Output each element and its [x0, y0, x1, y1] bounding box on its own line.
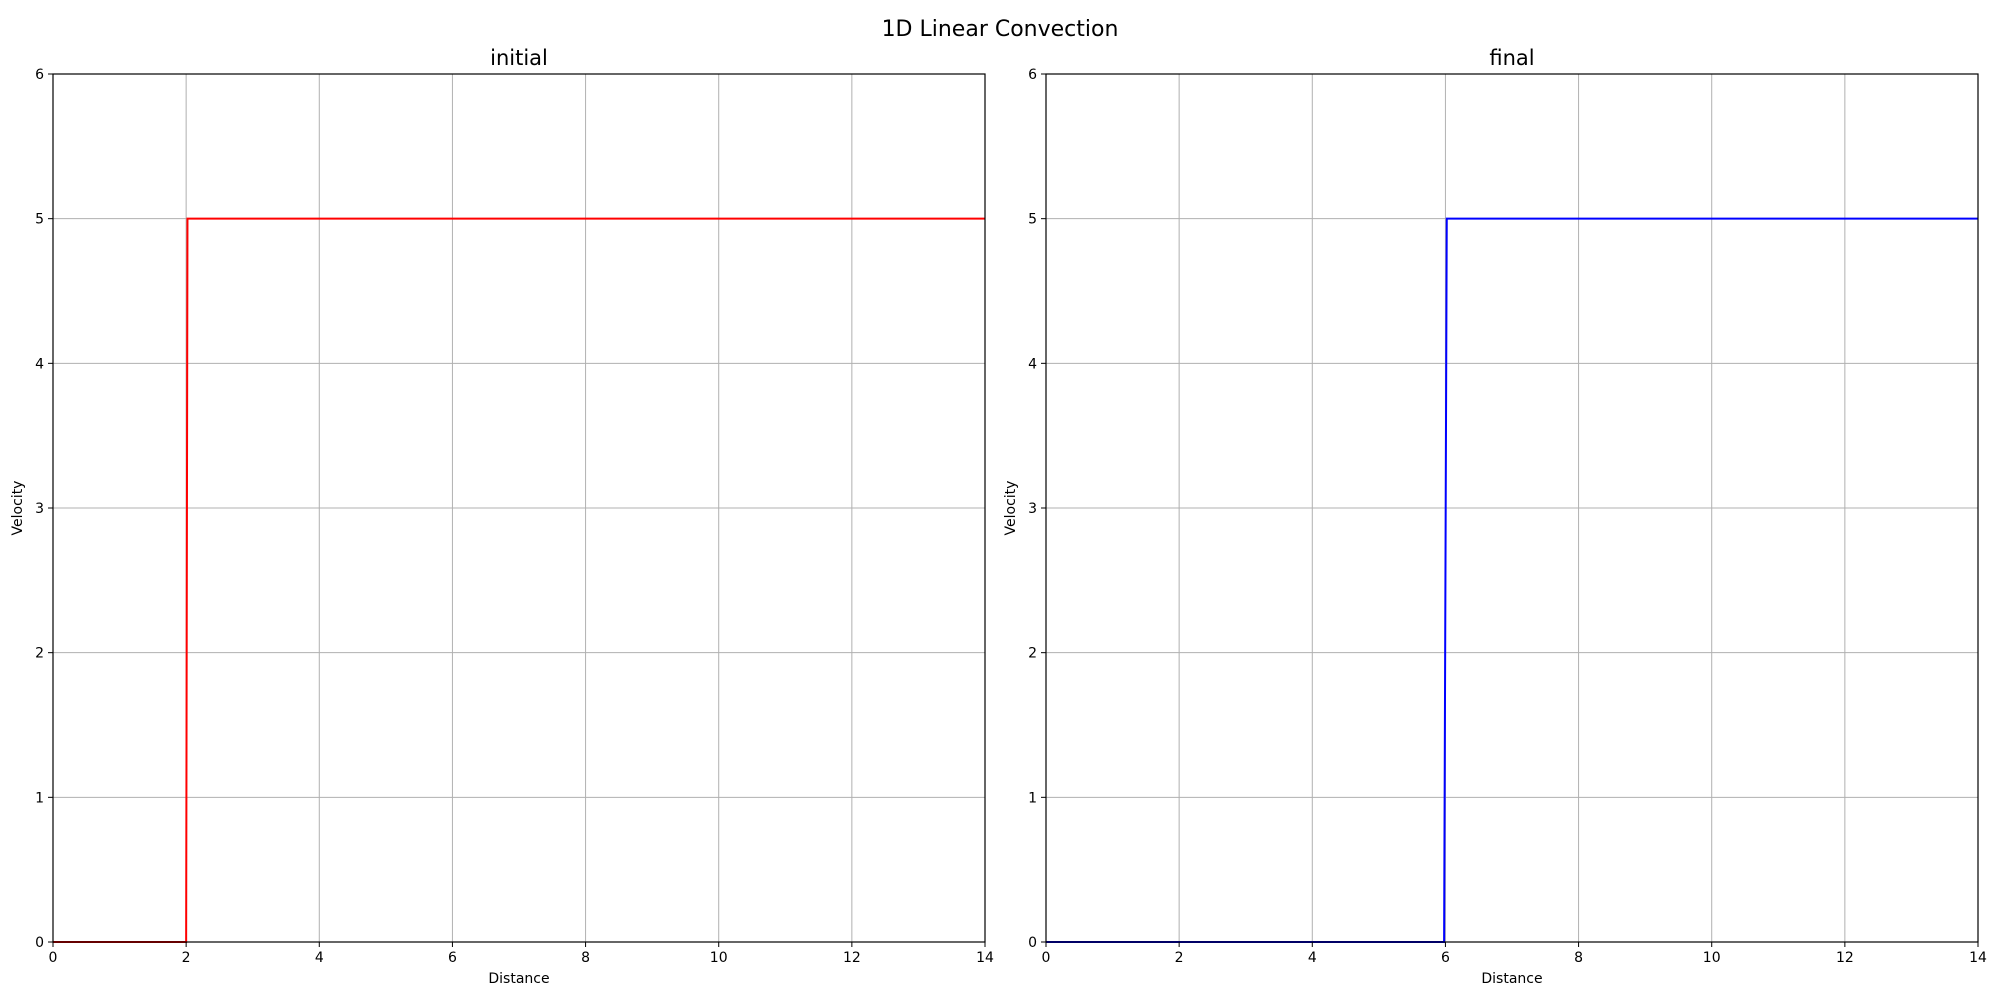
- final-title: final: [1489, 46, 1534, 70]
- final-xtick-label: 2: [1175, 950, 1184, 966]
- initial-xtick-label: 10: [710, 950, 728, 966]
- final-xtick-label: 0: [1042, 950, 1051, 966]
- initial-xtick-label: 6: [448, 950, 457, 966]
- final-ytick-label: 6: [1028, 67, 1037, 83]
- final-ytick-label: 2: [1028, 646, 1037, 662]
- initial-xtick-label: 14: [976, 950, 994, 966]
- figure-title: 1D Linear Convection: [882, 17, 1119, 42]
- final-ytick-label: 5: [1028, 212, 1037, 228]
- final-series-line: [1046, 217, 1978, 943]
- final-xtick-label: 10: [1703, 950, 1721, 966]
- initial-title: initial: [490, 46, 548, 70]
- initial-ytick-label: 1: [35, 790, 44, 806]
- initial-xtick-label: 0: [49, 950, 58, 966]
- initial-xtick-label: 2: [182, 950, 191, 966]
- initial-ytick-label: 5: [35, 212, 44, 228]
- final-xtick-label: 12: [1836, 950, 1854, 966]
- final-xtick-label: 4: [1308, 950, 1317, 966]
- final-ytick-label: 3: [1028, 501, 1037, 517]
- initial-ytick-label: 6: [35, 67, 44, 83]
- final-xtick-label: 8: [1574, 950, 1583, 966]
- final-ytick-label: 4: [1028, 356, 1037, 372]
- final-xtick-label: 14: [1969, 950, 1987, 966]
- final-ytick-label: 0: [1028, 935, 1037, 951]
- initial-xlabel: Distance: [488, 971, 549, 987]
- initial-ytick-label: 0: [35, 935, 44, 951]
- initial-xtick-label: 8: [581, 950, 590, 966]
- final-ylabel: Velocity: [1003, 481, 1019, 536]
- initial-ytick-label: 2: [35, 646, 44, 662]
- initial-xtick-label: 12: [843, 950, 861, 966]
- final-xtick-label: 6: [1441, 950, 1450, 966]
- initial-ytick-label: 4: [35, 356, 44, 372]
- final-ytick-label: 1: [1028, 790, 1037, 806]
- axes-initial: 0 2 4 6 8 10 12 140123456initialDistanceVelocit…: [10, 46, 994, 987]
- initial-ytick-label: 3: [35, 501, 44, 517]
- initial-xtick-label: 4: [315, 950, 324, 966]
- initial-ylabel: Velocity: [10, 481, 26, 536]
- final-xlabel: Distance: [1481, 971, 1542, 987]
- initial-series-line: [53, 217, 985, 943]
